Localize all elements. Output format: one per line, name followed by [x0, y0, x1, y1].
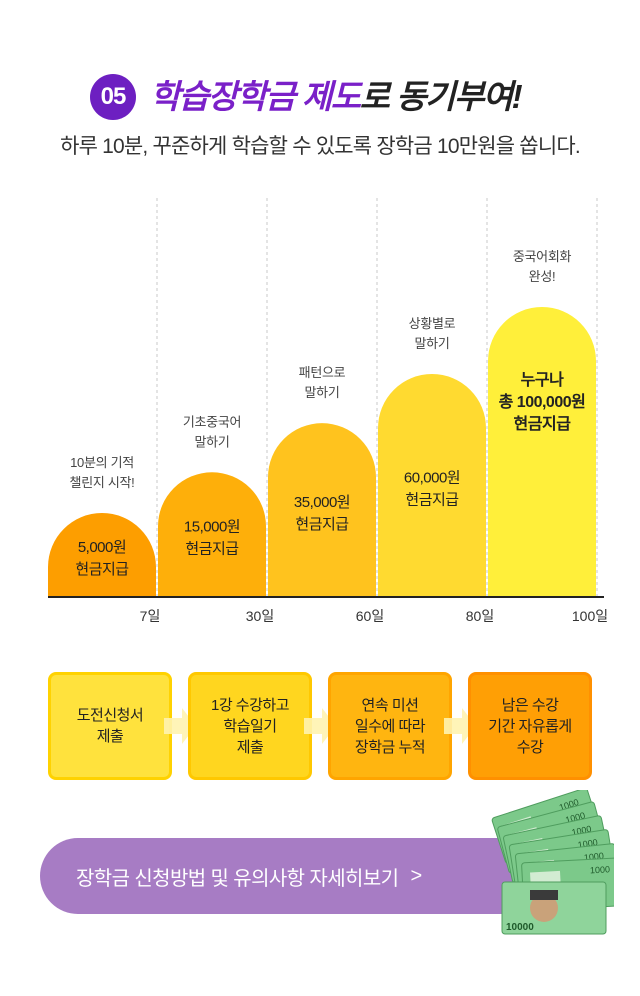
scholarship-step-chart: 5,000원 현금지급 10분의 기적 챌린지 시작! 7일 15,000원 현금지급 기초중… — [0, 180, 640, 640]
bill-number: 1000 — [590, 864, 611, 875]
bar-value-label: 현금지급 — [295, 516, 349, 533]
step-card: 1강 수강하고 학습일기 제출 — [188, 672, 312, 780]
bar-value-label: 15,000원 — [184, 519, 240, 536]
bill-denomination: 10000 — [506, 922, 534, 933]
x-tick-label: 7일 — [140, 608, 161, 624]
bar-value-label: 현금지급 — [405, 491, 459, 508]
step-card: 연속 미션 일수에 따라 장학금 누적 — [328, 672, 452, 780]
bar-value-label: 현금지급 — [75, 561, 129, 578]
chart-bar — [48, 513, 156, 597]
bar-annotation: 말하기 — [415, 336, 450, 351]
step-card: 도전신청서 제출 — [48, 672, 172, 780]
chart-bar — [378, 374, 486, 597]
bar-annotation: 챌린지 시작! — [70, 475, 135, 490]
step-card: 남은 수강 기간 자유롭게 수강 — [468, 672, 592, 780]
title-highlight: 학습장학금 제도 — [150, 78, 361, 115]
step-label: 도전신청서 제출 — [76, 707, 144, 745]
bar-annotation: 말하기 — [305, 385, 340, 400]
section-number-badge: 05 — [90, 74, 136, 120]
front-banknote: 10000 — [501, 881, 607, 935]
chart-bar — [268, 423, 376, 597]
step-label: 1강 수강하고 학습일기 제출 — [210, 696, 290, 756]
bar-annotation: 10분의 기적 — [70, 455, 134, 470]
x-tick-label: 100일 — [572, 608, 608, 624]
bar-annotation: 패턴으로 — [299, 365, 346, 380]
bar-annotation: 중국어회화 — [513, 249, 572, 264]
bar-annotation: 상황별로 — [409, 316, 456, 331]
bar-value-label: 5,000원 — [78, 539, 126, 556]
title-rest: 로 동기부여! — [359, 78, 523, 115]
bar-value-label: 60,000원 — [404, 469, 460, 486]
bar-value-label: 현금지급 — [514, 414, 572, 433]
chevron-right-icon: > — [410, 864, 422, 887]
bar-value-label: 총 100,000원 — [499, 393, 586, 411]
bar-annotation: 완성! — [529, 269, 556, 284]
chart-bar — [488, 307, 596, 597]
bar-annotation: 말하기 — [195, 434, 230, 449]
x-tick-label: 60일 — [356, 608, 384, 624]
section-header: 05 학습장학금 제도로 동기부여! 하루 10분, 꾸준하게 학습할 수 있도… — [0, 62, 640, 172]
step-label: 남은 수강 기간 자유롭게 수강 — [488, 696, 572, 756]
cta-label: 장학금 신청방법 및 유의사항 자세히보기 — [76, 867, 399, 890]
scholarship-details-button[interactable]: 장학금 신청방법 및 유의사항 자세히보기 > — [40, 838, 580, 914]
step-label: 연속 미션 일수에 따라 장학금 누적 — [354, 696, 426, 756]
x-tick-label: 30일 — [246, 608, 274, 624]
bar-value-label: 35,000원 — [294, 494, 350, 511]
section-subtitle: 하루 10분, 꾸준하게 학습할 수 있도록 장학금 10만원을 쏩니다. — [60, 135, 581, 158]
bar-value-label: 누구나 — [521, 371, 564, 389]
chart-bar — [158, 472, 266, 597]
bar-annotation: 기초중국어 — [183, 414, 241, 429]
bar-value-label: 현금지급 — [185, 541, 239, 558]
section-title: 학습장학금 제도로 동기부여! — [150, 74, 523, 120]
x-tick-label: 80일 — [466, 608, 494, 624]
